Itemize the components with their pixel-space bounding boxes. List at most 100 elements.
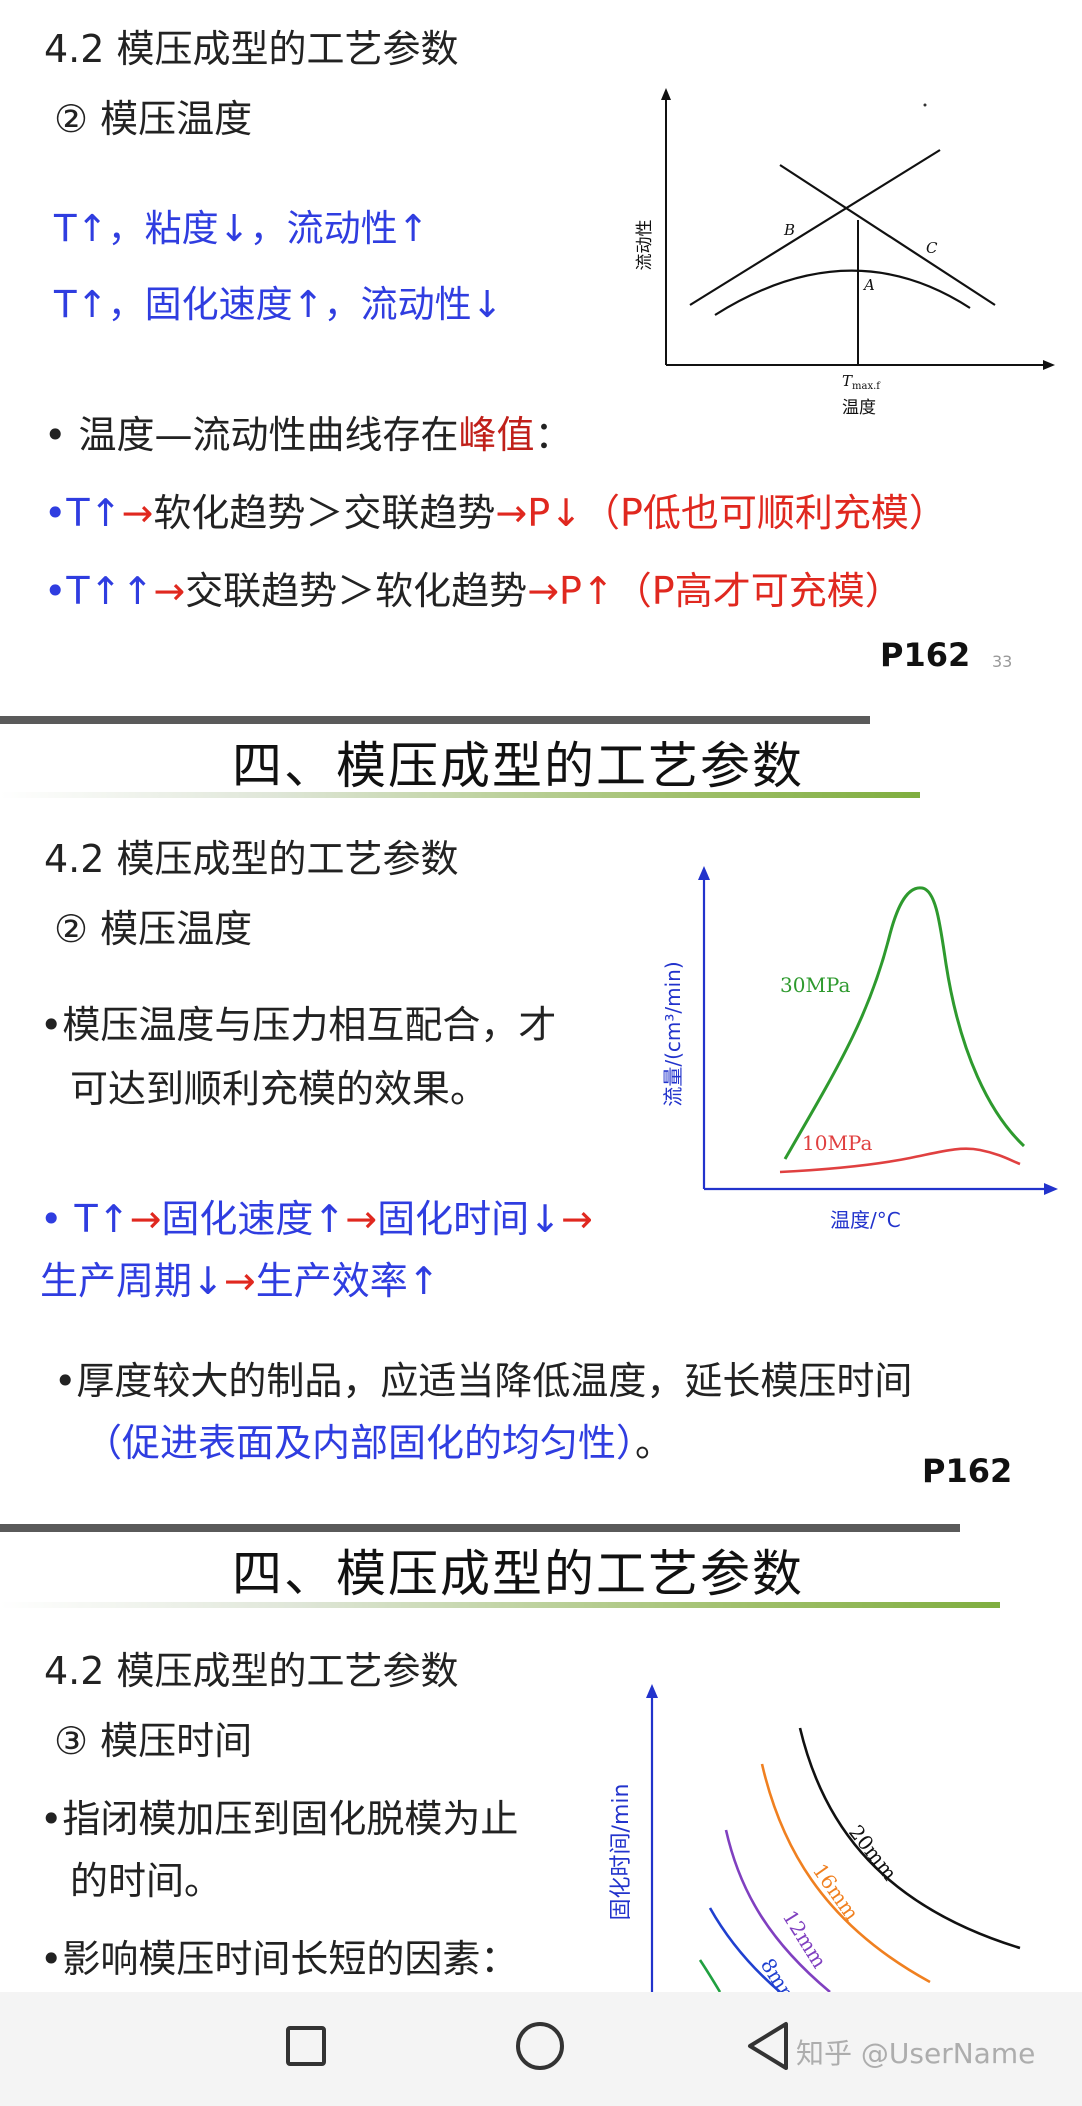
temp-up: T↑	[74, 1197, 130, 1241]
bullet-dot: •	[40, 1197, 63, 1241]
slide-divider	[0, 716, 1082, 724]
label-12mm: 12mm	[778, 1906, 832, 1972]
bullet-high-pressure: •T↑↑→交联趋势＞软化趋势→P↑（P高才可充模）	[44, 560, 903, 615]
arrow: →	[560, 1197, 593, 1241]
label-b: B	[783, 221, 795, 239]
subsection-heading: ③ 模压时间	[54, 1719, 253, 1763]
series-30mpa-line	[783, 886, 1026, 1160]
curing-line: T↑，固化速度↑，流动性↓	[54, 283, 503, 326]
cycle-down: 生产周期↓	[40, 1259, 224, 1303]
arrow: →	[345, 1197, 378, 1241]
label-10mpa: 10MPa	[802, 1131, 872, 1155]
bullet-thickness: •厚度较大的制品，应适当降低温度，延长模压时间	[54, 1350, 912, 1405]
cure-time-down: 固化时间↓	[377, 1197, 561, 1241]
slide-title: 四、模压成型的工艺参数	[232, 737, 804, 795]
flow-chart: 30MPa 10MPa 温度/°C 流量/(cm³/min)	[661, 866, 1058, 1232]
x-axis-label: 温度/°C	[830, 1208, 901, 1232]
efficiency-up: 生产效率↑	[255, 1259, 440, 1303]
bullet-text: 影响模压时间长短的因素：	[62, 1937, 519, 1981]
tmax-subscript: max.f	[852, 381, 881, 392]
bullet-peak: • 温度—流动性曲线存在峰值：	[44, 404, 573, 459]
curing-time-chart: 固化时间/min 20mm 16mm 12mm 8mm	[609, 1684, 1021, 1992]
bullet-dot: •	[44, 491, 67, 535]
x-axis-label: 温度	[842, 398, 876, 418]
circle-icon[interactable]	[516, 2022, 564, 2070]
curve-a	[714, 269, 971, 316]
pressure-result: P↑（P高才可充模）	[559, 569, 903, 613]
arrow: →	[223, 1259, 256, 1303]
flow-temperature-diagram: B C A Tmax.f 温度 流动性	[635, 88, 1055, 418]
y-axis-label: 固化时间/min	[609, 1784, 634, 1921]
bullet-cooperation: •模压温度与压力相互配合，才	[40, 994, 556, 1049]
bullet-dot: •	[44, 569, 67, 613]
arrow: →	[153, 569, 186, 613]
pressure-result: P↓（P低也可顺利充模）	[527, 491, 947, 535]
y-axis-arrow	[698, 866, 710, 880]
tmax-label: Tmax.f	[842, 372, 881, 392]
page-ref: P162	[922, 1452, 1013, 1490]
temp-up: T↑	[66, 491, 122, 535]
y-axis-label: 流动性	[635, 220, 655, 271]
label-a: A	[862, 276, 875, 294]
paren-note: （促进表面及内部固化的均匀性）	[84, 1421, 636, 1465]
slide-divider	[0, 1524, 1082, 1532]
series-8mm-line	[708, 1907, 781, 1992]
label-c: C	[926, 239, 938, 257]
series-small-line	[698, 1959, 722, 1992]
bullet-dot: •	[44, 413, 67, 457]
peak-word: 峰值	[458, 413, 535, 457]
slide-2: 四、模压成型的工艺参数 4.2 模压成型的工艺参数 ② 模压温度 •模压温度与压…	[0, 724, 1082, 1524]
cure-speed-up: 固化速度↑	[161, 1197, 346, 1241]
x-axis-arrow	[1044, 1183, 1058, 1195]
y-axis-arrow	[646, 1684, 658, 1698]
bullet-text-line1: 模压温度与压力相互配合，才	[62, 1003, 557, 1047]
trend-text: 交联趋势＞软化趋势	[185, 569, 528, 613]
bullet-factors: •影响模压时间长短的因素：	[40, 1928, 518, 1983]
chain-line-2: 生产周期↓→生产效率↑	[40, 1250, 440, 1305]
subsection-heading: ② 模压温度	[54, 907, 253, 951]
subsection-heading: ② 模压温度	[54, 97, 253, 141]
arrow: →	[527, 569, 560, 613]
viscosity-line: T↑，粘度↓，流动性↑	[54, 207, 429, 250]
watermark: 知乎 @UserName	[796, 2037, 1036, 2070]
label-30mpa: 30MPa	[780, 973, 850, 997]
bullet-text-line1: 指闭模加压到固化脱模为止	[62, 1797, 519, 1841]
bullet-text: 温度—流动性曲线存在	[78, 413, 459, 457]
title-underline	[0, 792, 920, 798]
bullet-colon: ：	[534, 413, 573, 457]
arrow: →	[495, 491, 528, 535]
section-heading: 4.2 模压成型的工艺参数	[44, 27, 459, 71]
curve-b	[689, 149, 941, 306]
divider-gap	[960, 1524, 1082, 1532]
bullet-dot: •	[40, 1003, 63, 1047]
temp-up-up: T↑↑	[66, 569, 154, 613]
chain-line-1: • T↑→固化速度↑→固化时间↓→	[40, 1188, 593, 1243]
trend-text: 软化趋势＞交联趋势	[153, 491, 496, 535]
bullet-thickness-line2: （促进表面及内部固化的均匀性）。	[84, 1412, 673, 1467]
curve-c	[779, 164, 996, 306]
section-heading: 4.2 模压成型的工艺参数	[44, 1649, 459, 1693]
section-heading: 4.2 模压成型的工艺参数	[44, 837, 459, 881]
back-triangle-shape	[748, 2022, 788, 2070]
arrow: →	[129, 1197, 162, 1241]
title-underline	[0, 1602, 1000, 1608]
arrow: →	[121, 491, 154, 535]
back-triangle-icon[interactable]	[744, 2020, 792, 2072]
bullet-dot: •	[40, 1937, 63, 1981]
bullet-dot: •	[54, 1359, 77, 1403]
divider-gap	[870, 716, 1082, 724]
navigation-bar: 知乎 @UserName	[0, 1992, 1082, 2106]
page-number: 33	[992, 652, 1013, 671]
y-axis-label: 流量/(cm³/min)	[661, 961, 685, 1106]
speck	[923, 103, 927, 107]
y-axis-arrow	[661, 88, 671, 100]
square-icon[interactable]	[286, 2026, 326, 2066]
series-20mm-line	[798, 1727, 1021, 1950]
bullet-definition: •指闭模加压到固化脱模为止	[40, 1788, 518, 1843]
slide-3: 四、模压成型的工艺参数 4.2 模压成型的工艺参数 ③ 模压时间 •指闭模加压到…	[0, 1532, 1082, 1992]
label-20mm: 20mm	[844, 1820, 902, 1885]
series-12mm-line	[724, 1829, 831, 1992]
label-16mm: 16mm	[808, 1859, 864, 1925]
x-axis-arrow	[1043, 360, 1055, 370]
bullet-text-line2: 的时间。	[70, 1859, 223, 1903]
